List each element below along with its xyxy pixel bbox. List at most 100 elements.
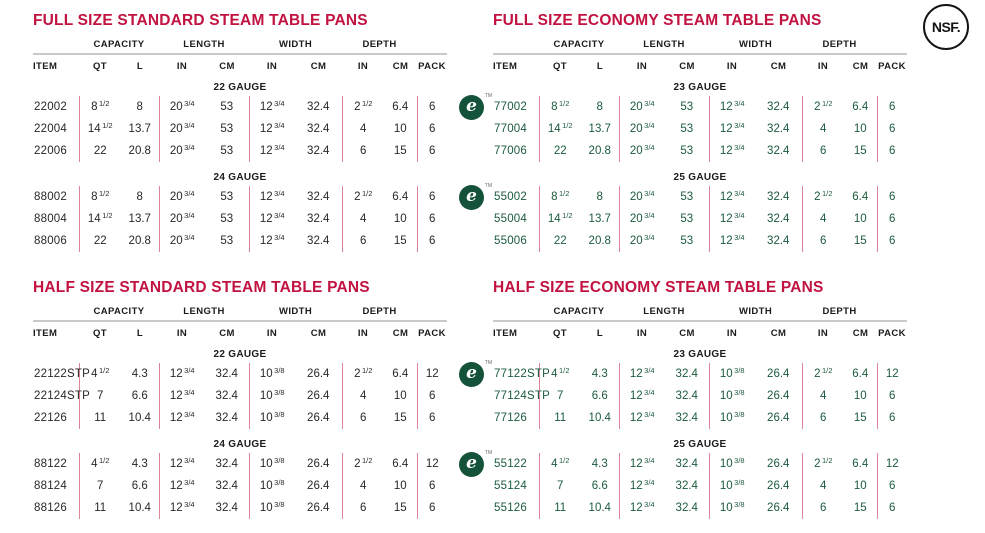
value-cell: 7 [78,385,121,407]
value-cell: 6.6 [591,480,608,492]
value-cell: 6 [876,208,907,230]
table-title: HALF SIZE STANDARD STEAM TABLE PANS [33,279,370,296]
fraction: 3/4 [184,143,195,152]
column-subheader: CM [852,328,869,339]
value-cell: 12 3/4 [158,475,205,497]
value-cell: 6 [801,497,844,519]
fraction: 3/4 [274,99,285,108]
column-group-header: LENGTH [159,306,250,322]
column-subheader: L [596,61,604,72]
value-cell: 2 1/2 [341,186,384,208]
spec-data-table: 55002 8 1/2 8 20 3/4 53 12 3/4 32.4 2 1/2 6.4 6 55004 1… [493,186,907,252]
fraction: 3/4 [644,233,655,242]
column-subheader-row: ITEM QT L IN CM IN CM IN CM PACK [493,54,907,73]
value-cell: 10 3/8 [248,363,295,385]
column-subheader-row: ITEM QT L IN CM IN CM IN CM PACK [493,321,907,340]
fraction: 3/4 [644,189,655,198]
table-row: 55002 8 1/2 8 20 3/4 53 12 3/4 32.4 2 1/2 6.4 6 [493,186,907,208]
column-group-header: LENGTH [619,306,710,322]
value-cell: 12 3/4 [618,385,665,407]
value-cell: 26.4 [767,480,790,492]
column-subheader: IN [266,328,278,339]
value-cell: 32.4 [675,480,698,492]
value-cell: 12 3/4 [158,363,205,385]
gauge-section-body: 22122STP 4 1/2 4.3 12 3/4 32.4 10 3/8 26.4 2 1/2 6.4… [33,363,447,429]
value-cell: 12 3/4 [618,407,665,429]
value-cell: 6 [876,475,907,497]
value-cell: 6 [416,407,447,429]
gauge-section: 23 GAUGE e TM 77002 8 1/2 8 20 3/4 53 12 3/4 32.4 2 1/… [459,82,907,162]
value-cell: 6 [416,208,447,230]
value-cell: 12 [876,453,907,475]
value-cell: 6.6 [131,390,148,402]
value-cell: 10 [393,123,407,135]
value-cell: 12 [876,363,907,385]
fraction: 1/2 [98,99,110,108]
value-cell: 8 [136,101,143,113]
value-cell: 32.4 [767,145,790,157]
value-cell: 22 [538,230,581,252]
value-cell: 6.4 [392,101,409,113]
value-cell: 20 3/4 [158,186,205,208]
value-cell: 32.4 [215,502,238,514]
table-row: 88002 8 1/2 8 20 3/4 53 12 3/4 32.4 2 1/2 6.4 6 [33,186,447,208]
column-group-header: LENGTH [619,39,710,55]
column-subheader: IN [817,328,829,339]
gauge-section-body: e TM 55122 4 1/2 4.3 12 3/4 32.4 10 3/8 26.4 2 1/2 6.4… [459,450,907,519]
value-cell: 12 3/4 [248,186,295,208]
value-cell: 12 3/4 [618,363,665,385]
item-cell: 22124STP [34,390,90,402]
spec-data-table: 77002 8 1/2 8 20 3/4 53 12 3/4 32.4 2 1/2 6.4 6 77004 1… [493,96,907,162]
fraction: 1/2 [98,189,110,198]
economy-e-icon: e [459,362,484,387]
column-group-spacer [493,39,539,55]
value-cell: 4.3 [131,368,148,380]
spec-data-table: 77122STP 4 1/2 4.3 12 3/4 32.4 10 3/8 26.4 2 1/2 6.4… [493,363,907,429]
value-cell: 26.4 [307,502,330,514]
column-group-header: WIDTH [249,39,343,55]
column-group-header: CAPACITY [79,306,159,322]
value-cell: 32.4 [767,123,790,135]
value-cell: 6 [416,118,447,140]
value-cell: 11 [78,407,121,429]
value-cell: 4 [341,385,384,407]
value-cell: 26.4 [767,390,790,402]
column-subheader: CM [310,328,327,339]
column-group-spacer [417,306,448,322]
gauge-label: 22 GAUGE [213,349,267,360]
fraction: 3/4 [184,366,195,375]
value-cell: 53 [680,213,694,225]
value-cell: 12 3/4 [708,230,755,252]
fraction: 1/2 [102,211,113,220]
item-cell: 22004 [34,123,67,135]
value-cell: 12 3/4 [708,208,755,230]
value-cell: 53 [680,191,694,203]
value-cell: 26.4 [307,368,330,380]
value-cell: 6 [416,96,447,118]
value-cell: 12 3/4 [158,497,205,519]
value-cell: 12 3/4 [248,208,295,230]
value-cell: 7 [538,385,581,407]
value-cell: 4 1/2 [538,363,581,385]
value-cell: 8 [596,191,603,203]
table-row: 88006 22 20.8 20 3/4 53 12 3/4 32.4 6 15 6 [33,230,447,252]
fraction: 1/2 [102,121,113,130]
item-cell: 77124STP [494,390,550,402]
column-group-header: CAPACITY [79,39,159,55]
value-cell: 6 [876,140,907,162]
column-subheader: CM [770,328,787,339]
item-cell: 55126 [494,502,527,514]
value-cell: 32.4 [675,390,698,402]
fraction: 3/4 [644,388,655,397]
table-row: 88126 11 10.4 12 3/4 32.4 10 3/8 26.4 6 15 6 [33,497,447,519]
item-cell: 55006 [494,235,527,247]
value-cell: 7 [538,475,581,497]
value-cell: 4 [801,118,844,140]
table-row: 77122STP 4 1/2 4.3 12 3/4 32.4 10 3/8 26.4 2 1/2 6.4… [493,363,907,385]
fraction: 3/4 [644,366,655,375]
value-cell: 12 3/4 [248,118,295,140]
spec-data-table: 55122 4 1/2 4.3 12 3/4 32.4 10 3/8 26.4 2 1/2 6.4 12 5… [493,453,907,519]
fraction: 3/4 [644,121,655,130]
fraction: 3/8 [274,410,285,419]
value-cell: 26.4 [307,458,330,470]
